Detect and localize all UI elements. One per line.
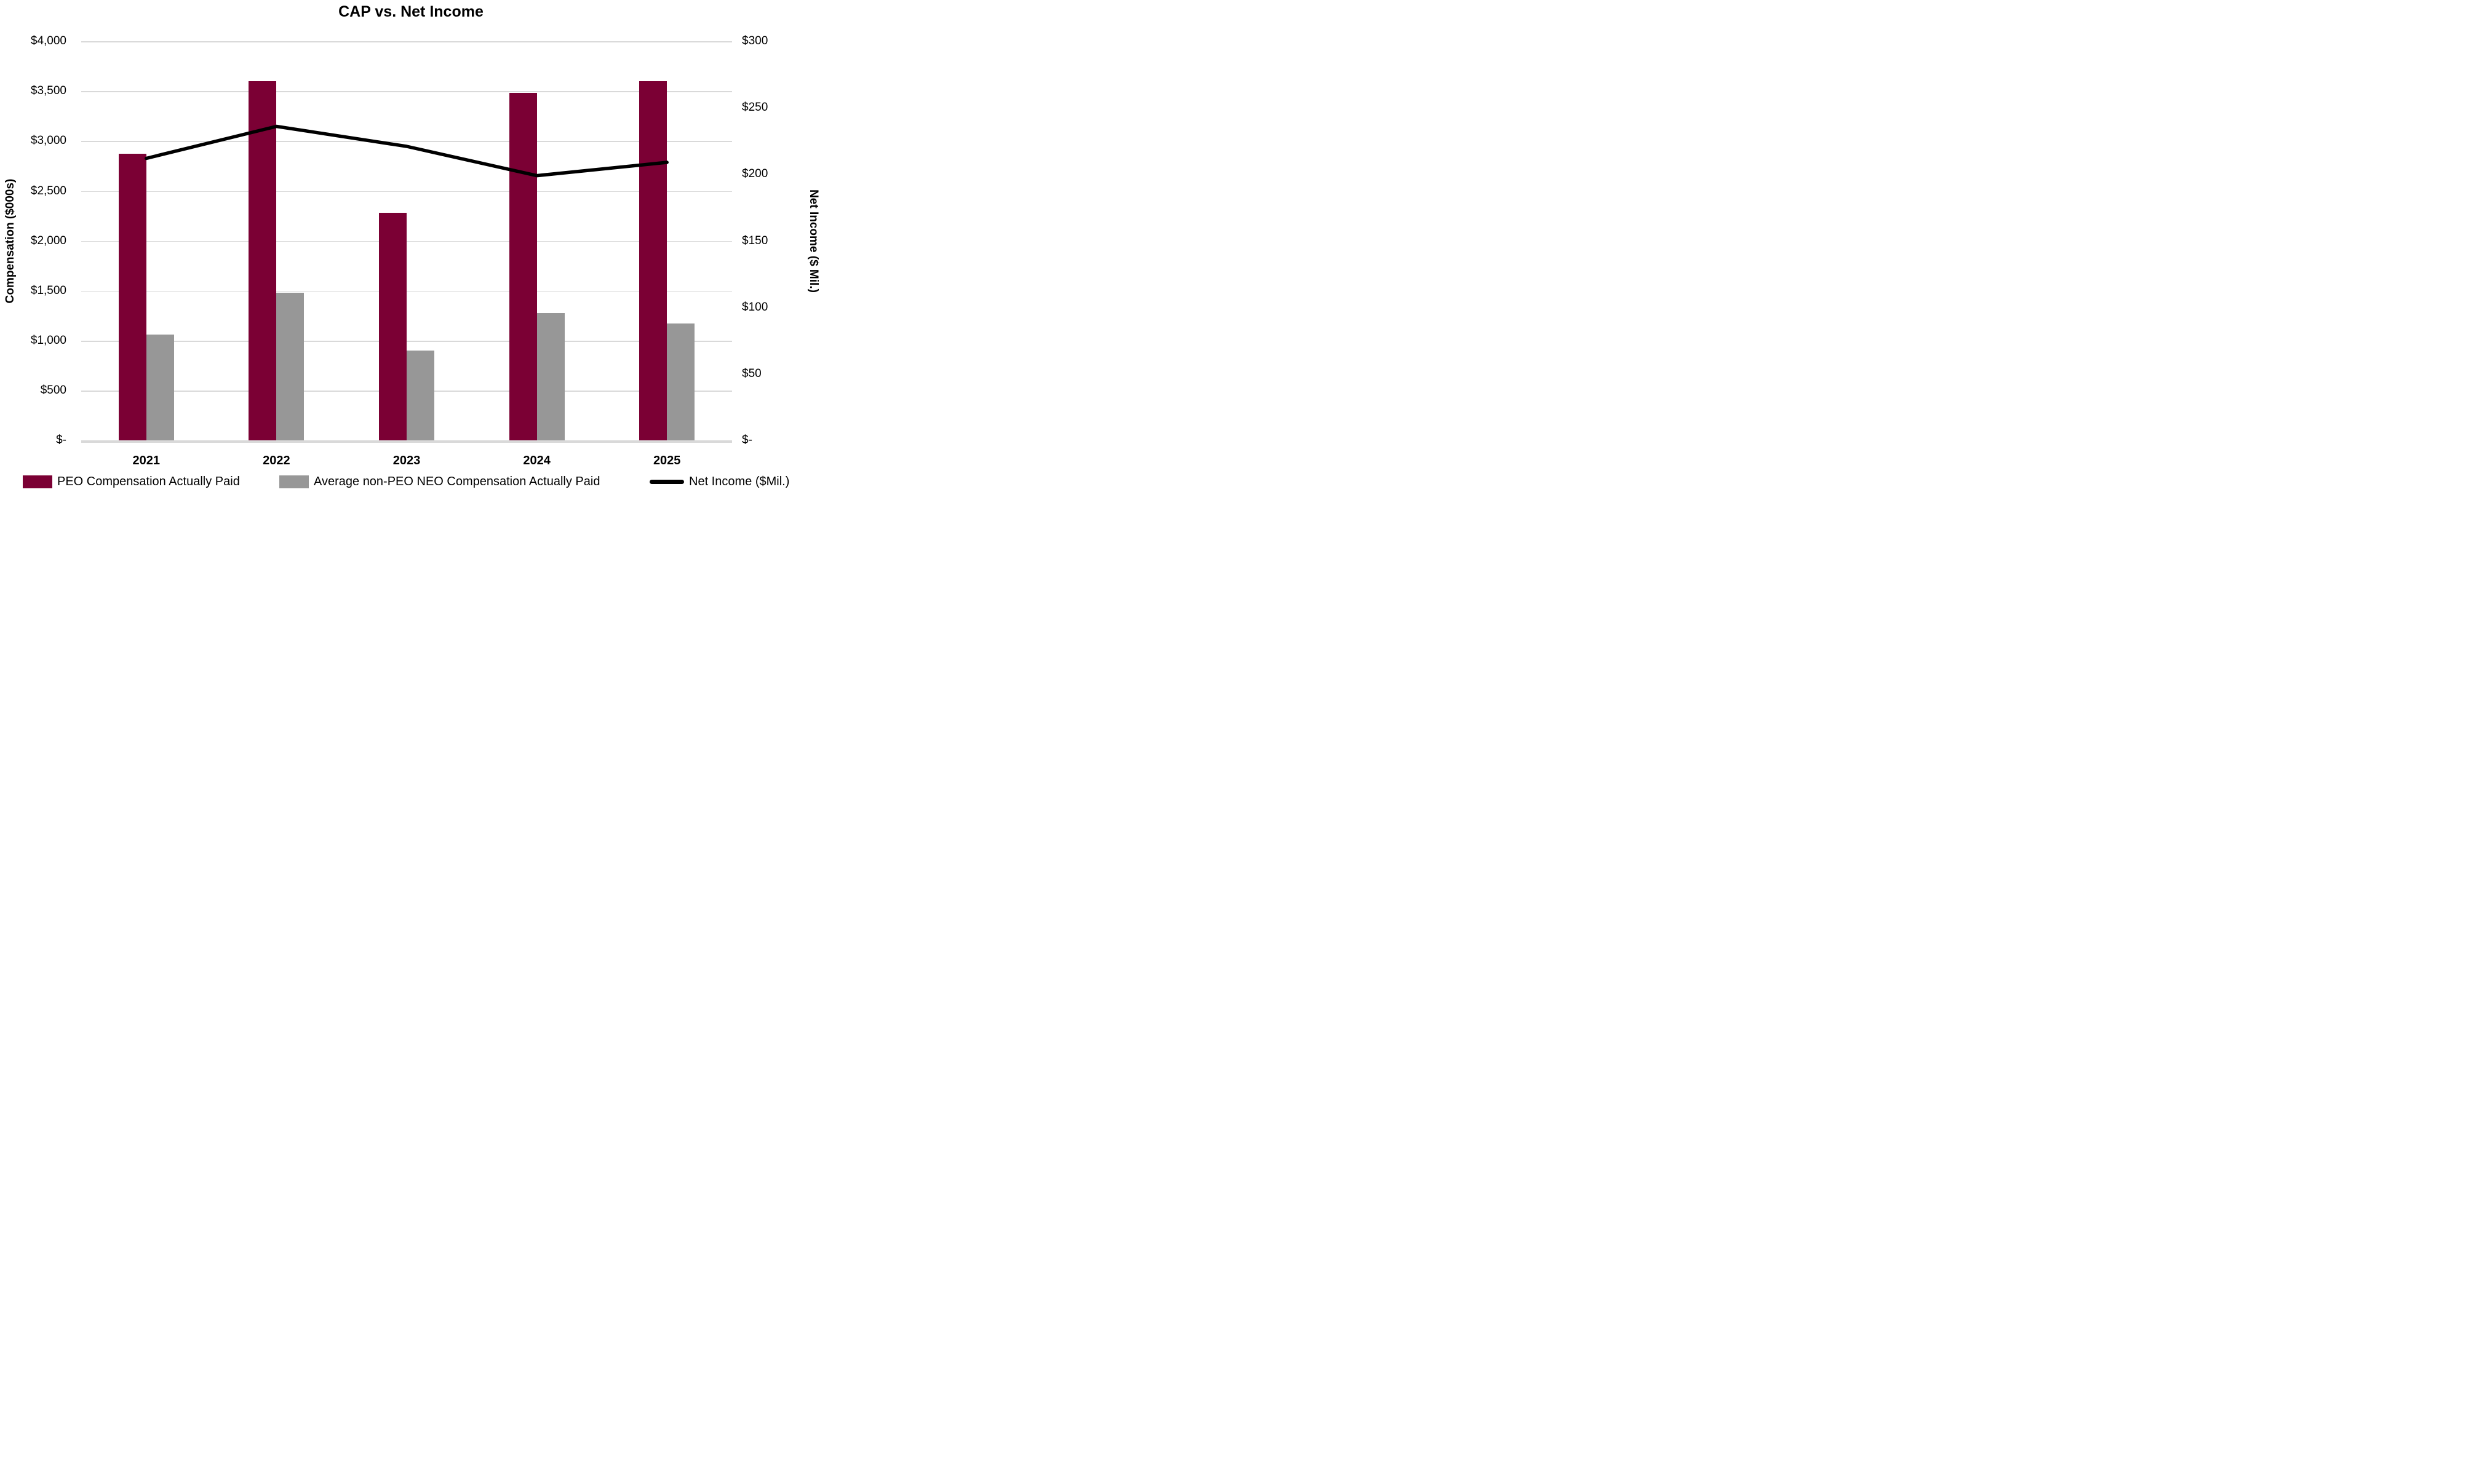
bar-neo-2022 [276, 293, 305, 441]
bar-peo-2022 [249, 81, 277, 441]
left-axis-tick-label: $2,000 [30, 234, 66, 247]
right-axis-tick-label: $100 [742, 300, 768, 314]
legend-color-swatch [23, 475, 52, 488]
gridline [81, 191, 732, 192]
legend-color-swatch [279, 475, 309, 488]
legend-item-peo: PEO Compensation Actually Paid [23, 475, 240, 488]
x-axis-label-2023: 2023 [392, 454, 421, 467]
legend-line-swatch [650, 479, 684, 484]
chart-title: CAP vs. Net Income [338, 3, 484, 20]
legend-label: PEO Compensation Actually Paid [57, 474, 240, 488]
bar-peo-2021 [118, 154, 146, 441]
x-axis-baseline [81, 440, 732, 443]
left-axis-tick-label: $3,000 [30, 134, 66, 148]
right-axis-tick-label: $150 [742, 234, 768, 247]
gridline [81, 91, 732, 92]
left-axis-tick-label: $4,000 [30, 34, 66, 47]
gridline [81, 41, 732, 42]
bar-neo-2023 [407, 351, 434, 441]
x-axis-label-2024: 2024 [523, 454, 551, 467]
bar-peo-2024 [509, 93, 537, 441]
bar-peo-2025 [639, 81, 667, 441]
right-axis-tick-label: $- [742, 434, 752, 447]
right-axis-tick-label: $300 [742, 34, 768, 47]
left-axis-tick-label: $1,000 [30, 334, 66, 347]
left-axis-tick-label: $- [56, 434, 66, 447]
gridline [81, 240, 732, 242]
left-axis-tick-label: $2,500 [30, 184, 66, 197]
gridline [81, 141, 732, 142]
right-axis-title: Net Income ($ Mil.) [807, 189, 820, 293]
net-income-polyline [145, 124, 669, 178]
left-axis-tick-label: $3,500 [30, 84, 66, 98]
legend-label: Average non-PEO NEO Compensation Actuall… [314, 474, 600, 488]
right-axis-tick-label: $50 [742, 367, 762, 381]
right-axis-tick-label: $250 [742, 101, 768, 114]
bar-peo-2023 [379, 213, 407, 441]
chart-page: { "title": "CAP vs. Net Income", "colors… [0, 0, 822, 494]
bar-neo-2025 [667, 323, 695, 441]
legend-item-net-income: Net Income ($Mil.) [650, 475, 789, 488]
left-axis-tick-label: $1,500 [30, 284, 66, 297]
x-axis-label-2021: 2021 [132, 454, 161, 467]
x-axis-label-2022: 2022 [263, 454, 290, 467]
left-axis-title: Compensation ($000s) [4, 178, 17, 303]
legend-item-neo: Average non-PEO NEO Compensation Actuall… [279, 475, 600, 488]
gridline [81, 290, 732, 292]
legend-label: Net Income ($Mil.) [689, 474, 790, 488]
gridline [81, 341, 732, 342]
right-axis-tick-label: $200 [742, 167, 768, 181]
x-axis-label-2025: 2025 [653, 454, 681, 467]
bar-neo-2021 [146, 335, 174, 441]
bar-neo-2024 [536, 312, 565, 441]
plot-area: $4,000 $3,500 $3,000 $2,500 $2,000 $1,500 $1,0… [0, 0, 822, 494]
left-axis-tick-label: $500 [40, 384, 66, 397]
